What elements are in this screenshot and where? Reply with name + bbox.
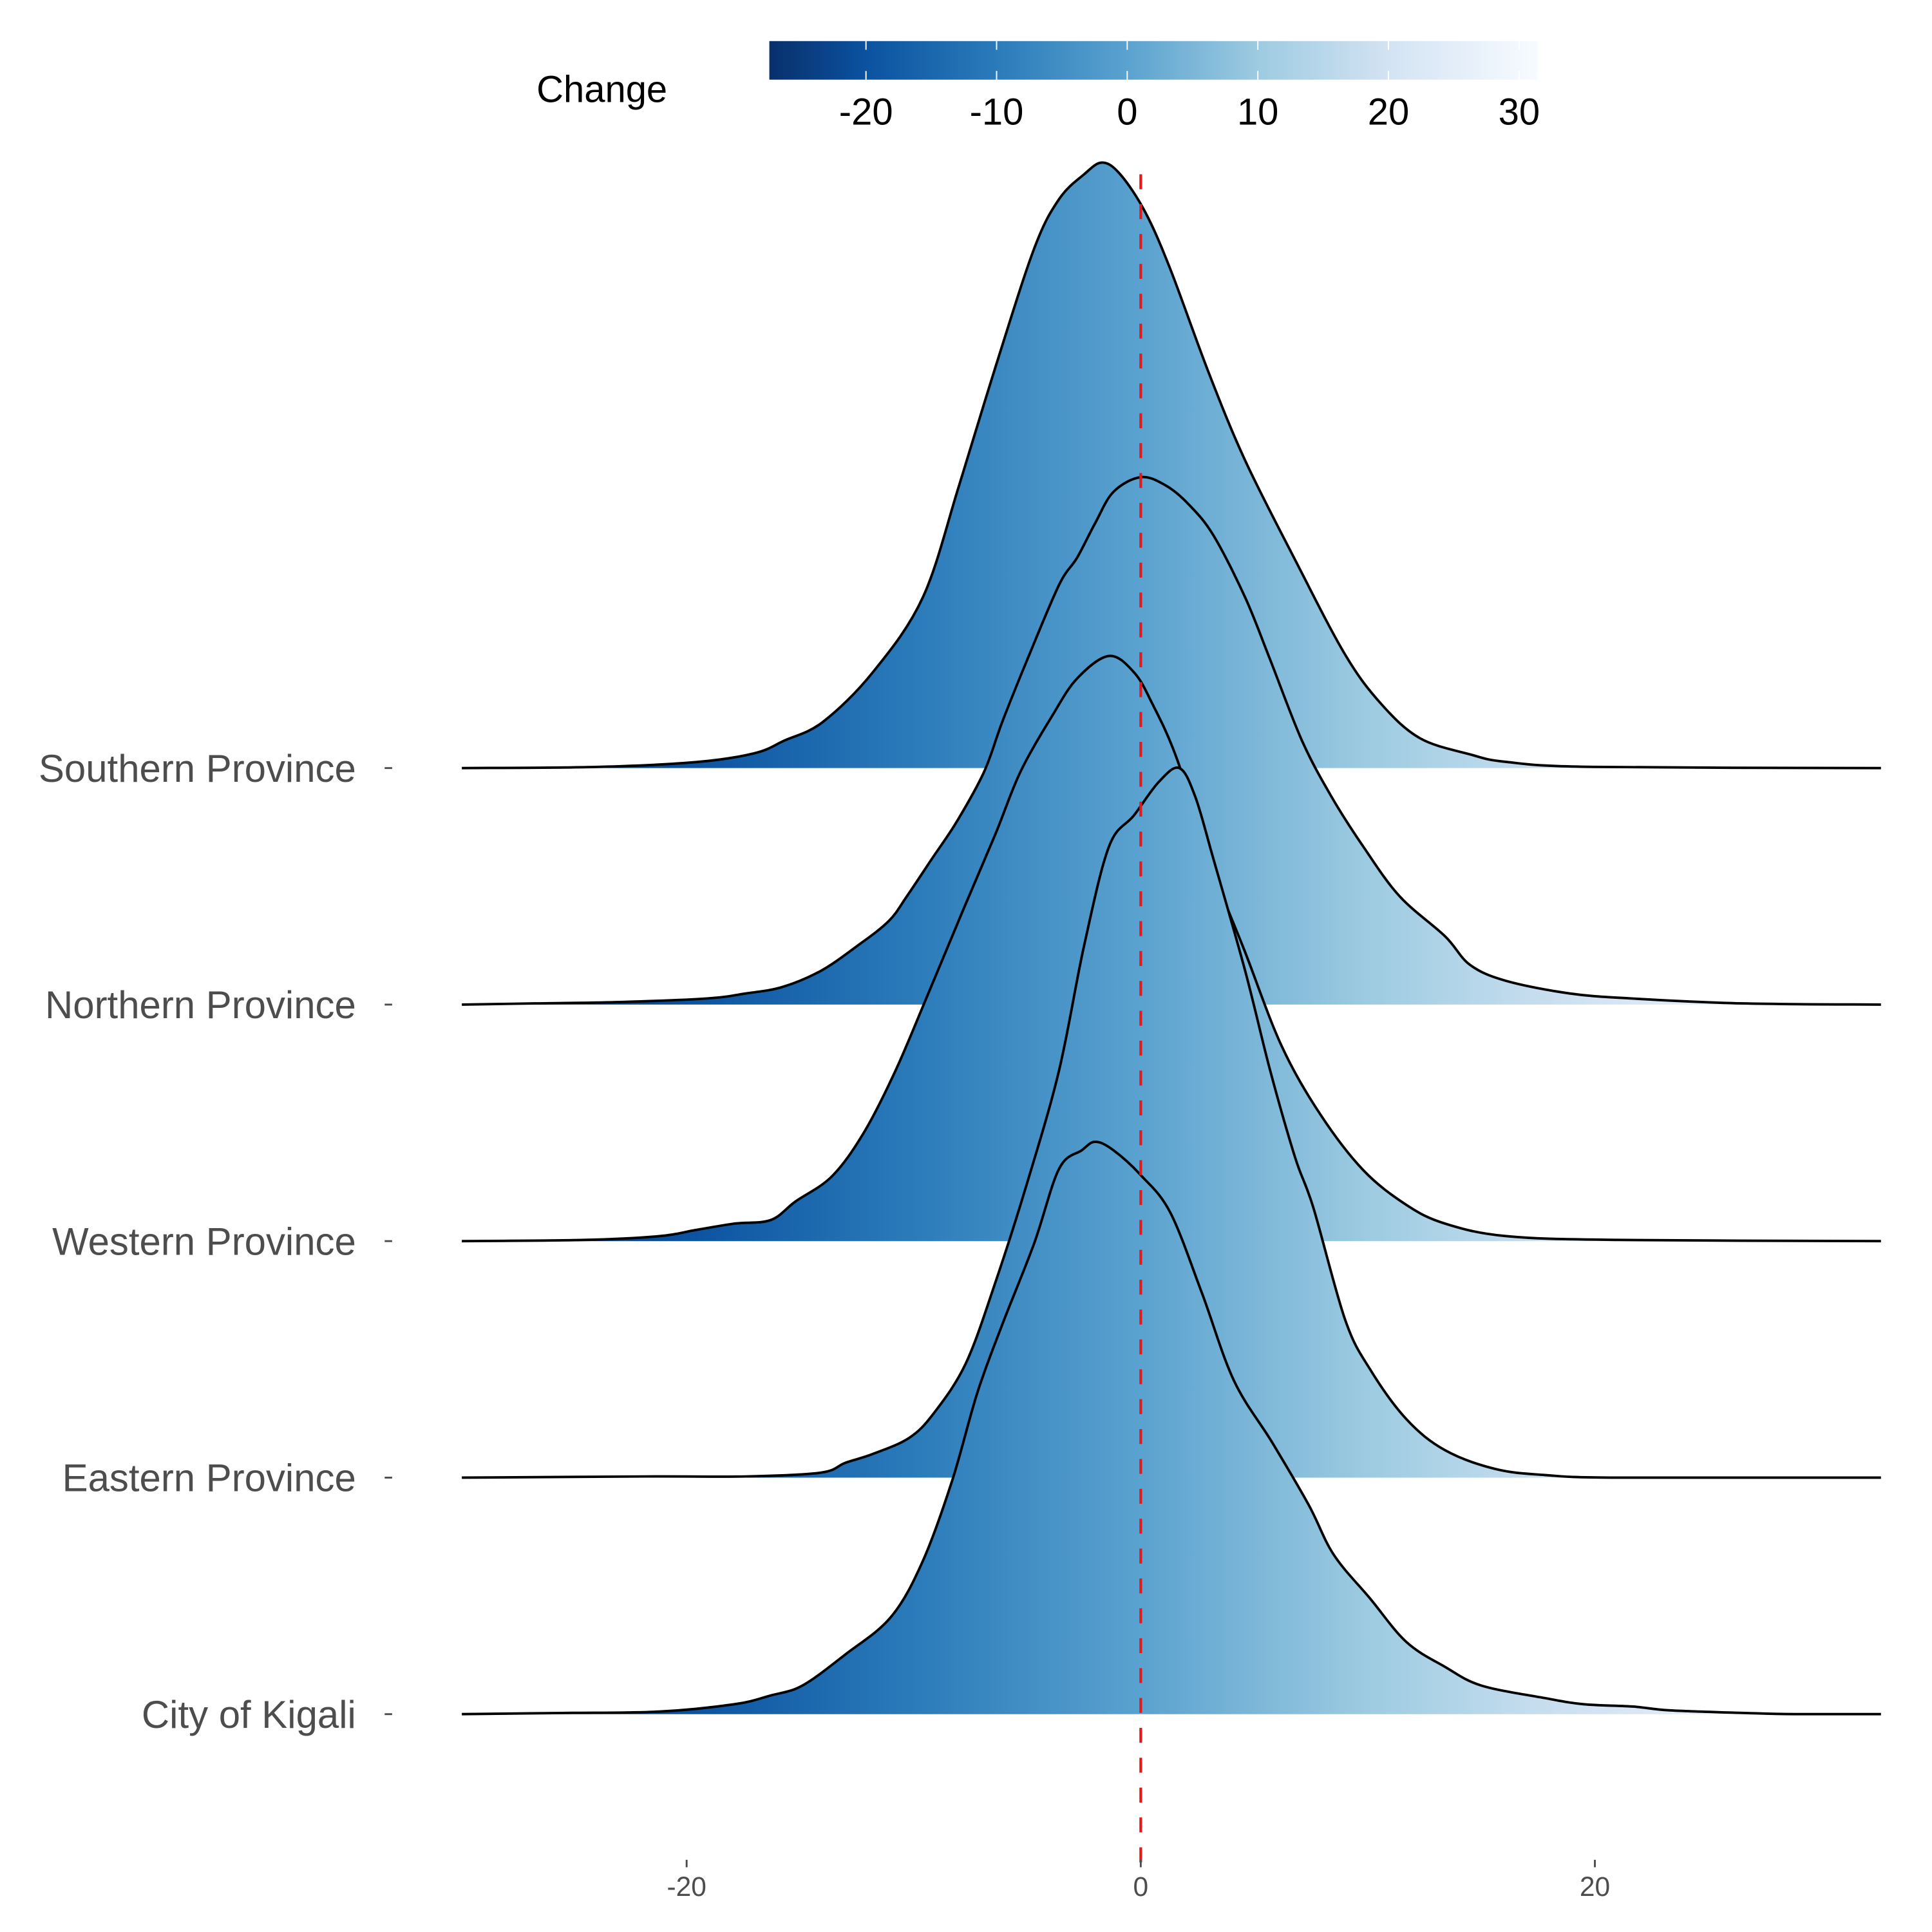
y-tick-label: Southern Province (39, 747, 356, 790)
y-tick-label: City of Kigali (142, 1693, 356, 1736)
x-tick-label: -20 (667, 1872, 706, 1902)
ridge-outline (462, 766, 1881, 1479)
legend-tick-label: -10 (970, 91, 1024, 133)
ridge-fill (462, 477, 1881, 1005)
color-legend: Change -20 -10 0 10 20 30 (536, 41, 1540, 133)
x-tick-label: 0 (1133, 1872, 1149, 1902)
ridge-outline (462, 654, 1881, 1243)
legend-colorbar (769, 41, 1538, 80)
x-tick-label: 20 (1580, 1872, 1610, 1902)
ridge-northern-province (462, 475, 1881, 1006)
legend-tick-label: 0 (1117, 91, 1137, 133)
ridge-outline (462, 475, 1881, 1006)
y-tick-label: Eastern Province (62, 1457, 356, 1500)
ridge-fill (462, 162, 1881, 768)
legend-tick-label: 10 (1237, 91, 1278, 133)
legend-tick-label: -20 (839, 91, 893, 133)
ridge-eastern-province (462, 766, 1881, 1479)
ridge-southern-province (462, 161, 1881, 770)
legend-tick-label: 20 (1368, 91, 1409, 133)
legend-title: Change (536, 70, 667, 111)
y-tick-label: Northern Province (45, 983, 356, 1027)
ridge-city-of-kigali (462, 1141, 1881, 1716)
ridge-fill (462, 767, 1881, 1478)
ridge-outline (462, 1141, 1881, 1716)
legend-tick-label: 30 (1499, 91, 1540, 133)
ridge-outline (462, 161, 1881, 770)
ridge-fill (462, 1141, 1881, 1714)
y-tick-label: Western Province (52, 1220, 356, 1263)
